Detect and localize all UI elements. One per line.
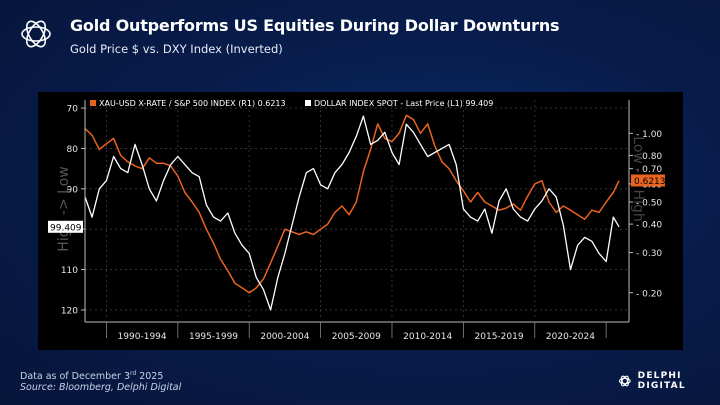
page-title: Gold Outperforms US Equities During Doll…: [70, 16, 560, 35]
delphi-logo-small-icon: [618, 375, 631, 387]
x-tick-label: 2000-2004: [260, 332, 309, 342]
x-tick-label: 2010-2014: [403, 332, 452, 342]
legend-swatch-dxy: [305, 100, 311, 106]
date-year: 2025: [136, 371, 164, 383]
right-tick-label: - 0.30: [636, 249, 662, 259]
x-tick-label: 1995-1999: [189, 332, 238, 342]
chart-container: 708090100110120- 1.00- 0.80- 0.70- 0.60-…: [38, 92, 683, 350]
right-tick-label: - 0.20: [636, 289, 662, 299]
right-tick-label: - 0.80: [636, 152, 662, 162]
left-axis-label: High -> Low: [56, 166, 72, 251]
left-tick-label: 120: [61, 306, 78, 316]
legend-label-dxy: DOLLAR INDEX SPOT - Last Price (L1) 99.4…: [314, 99, 493, 108]
chart-panel: [38, 92, 683, 350]
legend-swatch-gold: [90, 100, 96, 106]
left-tick-label: 90: [67, 185, 79, 195]
right-tick-label: - 0.70: [636, 165, 662, 175]
x-tick-label: 1990-1994: [118, 332, 167, 342]
source-note: Source: Bloomberg, Delphi Digital: [20, 382, 182, 393]
page-subtitle: Gold Price $ vs. DXY Index (Inverted): [70, 42, 283, 56]
brand-mark: DELPHI DIGITAL: [618, 371, 720, 391]
right-tick-label: - 0.50: [636, 198, 662, 208]
data-date-note: Data as of December 3rd 2025: [20, 370, 163, 382]
chart-svg: 708090100110120- 1.00- 0.80- 0.70- 0.60-…: [38, 92, 683, 350]
dxy-series-line: [84, 115, 620, 311]
right-tick-label: - 0.40: [636, 221, 662, 231]
right-tick-label: - 1.00: [636, 130, 662, 140]
x-tick-label: 2005-2009: [332, 332, 381, 342]
left-tick-label: 110: [61, 266, 78, 276]
x-tick-label: 2020-2024: [546, 332, 595, 342]
left-tick-label: 70: [67, 105, 79, 115]
dxy-current-label: 99.409: [50, 223, 82, 233]
brand-name: DELPHI DIGITAL: [637, 371, 686, 391]
gold-current-label: 0.6213: [634, 177, 666, 187]
x-tick-label: 2015-2019: [475, 332, 524, 342]
gold-current-marker: [631, 174, 665, 187]
dxy-current-marker: [48, 220, 83, 233]
delphi-logo-icon: [21, 20, 51, 48]
date-sup: rd: [130, 370, 137, 377]
legend-label-gold: XAU-USD X-RATE / S&P 500 INDEX (R1) 0.62…: [99, 99, 286, 108]
date-prefix: Data as of December 3: [20, 371, 130, 383]
left-tick-label: 80: [67, 145, 79, 155]
gold-series-line: [84, 114, 620, 294]
